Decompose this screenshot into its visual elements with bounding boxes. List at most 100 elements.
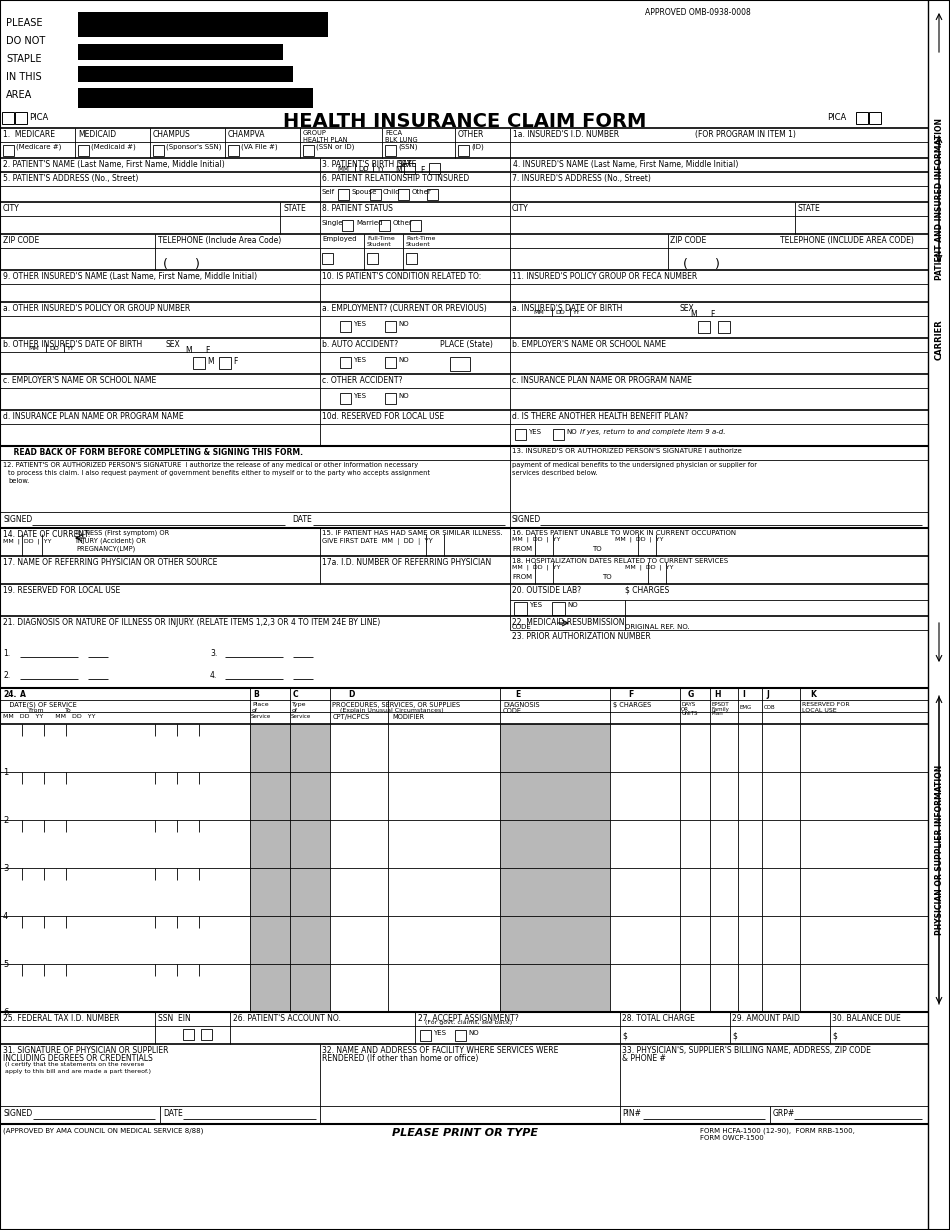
- Text: HEALTH INSURANCE CLAIM FORM: HEALTH INSURANCE CLAIM FORM: [283, 112, 647, 132]
- Text: NO: NO: [566, 429, 577, 435]
- Text: Place: Place: [252, 702, 269, 707]
- Text: NO: NO: [468, 1030, 479, 1036]
- Bar: [398, 189, 409, 200]
- Text: CARRIER: CARRIER: [935, 320, 943, 360]
- Bar: [201, 1030, 212, 1041]
- Text: a. EMPLOYMENT? (CURRENT OR PREVIOUS): a. EMPLOYMENT? (CURRENT OR PREVIOUS): [322, 304, 486, 312]
- Text: 1.: 1.: [3, 649, 10, 658]
- Bar: [410, 220, 421, 231]
- Text: FECA
BLK LUNG: FECA BLK LUNG: [385, 130, 418, 143]
- Text: (FOR PROGRAM IN ITEM 1): (FOR PROGRAM IN ITEM 1): [695, 130, 796, 139]
- Bar: [15, 112, 27, 124]
- Text: 13. INSURED'S OR AUTHORIZED PERSON'S SIGNATURE I authorize: 13. INSURED'S OR AUTHORIZED PERSON'S SIG…: [512, 448, 742, 454]
- Text: I: I: [742, 690, 745, 699]
- Bar: [869, 112, 881, 124]
- Text: AREA: AREA: [6, 90, 32, 100]
- Text: F: F: [710, 310, 714, 319]
- Text: 11. INSURED'S POLICY GROUP OR FECA NUMBER: 11. INSURED'S POLICY GROUP OR FECA NUMBE…: [512, 272, 697, 280]
- Bar: [250, 772, 290, 820]
- Bar: [514, 601, 527, 615]
- Text: EMG: EMG: [740, 705, 752, 710]
- Bar: [340, 321, 351, 332]
- Text: F: F: [420, 166, 425, 175]
- Text: 26. PATIENT'S ACCOUNT NO.: 26. PATIENT'S ACCOUNT NO.: [233, 1014, 341, 1023]
- Text: MM  |  DD  |  YY: MM | DD | YY: [615, 538, 663, 542]
- Text: a. OTHER INSURED'S POLICY OR GROUP NUMBER: a. OTHER INSURED'S POLICY OR GROUP NUMBE…: [3, 304, 190, 312]
- Text: c. OTHER ACCIDENT?: c. OTHER ACCIDENT?: [322, 376, 403, 385]
- Text: 21. DIAGNOSIS OR NATURE OF ILLNESS OR INJURY. (RELATE ITEMS 1,2,3 OR 4 TO ITEM 2: 21. DIAGNOSIS OR NATURE OF ILLNESS OR IN…: [3, 617, 380, 627]
- Text: INCLUDING DEGREES OR CREDENTIALS: INCLUDING DEGREES OR CREDENTIALS: [3, 1054, 153, 1063]
- Text: b. AUTO ACCIDENT?: b. AUTO ACCIDENT?: [322, 339, 398, 349]
- Text: & PHONE #: & PHONE #: [622, 1054, 666, 1063]
- Text: Service: Service: [251, 713, 272, 720]
- Text: CHAMPVA: CHAMPVA: [228, 130, 265, 139]
- Text: PLEASE: PLEASE: [6, 18, 43, 28]
- Text: CPT/HCPCS: CPT/HCPCS: [333, 713, 370, 720]
- Bar: [3, 145, 14, 156]
- Bar: [78, 44, 283, 60]
- Text: M: M: [690, 310, 696, 319]
- Text: YES: YES: [433, 1030, 446, 1036]
- Text: SEX: SEX: [680, 304, 694, 312]
- Bar: [183, 1030, 194, 1041]
- Text: To: To: [65, 708, 72, 713]
- Bar: [406, 253, 417, 264]
- Text: Type: Type: [292, 702, 307, 707]
- Text: F: F: [628, 690, 634, 699]
- Text: b. EMPLOYER'S NAME OR SCHOOL NAME: b. EMPLOYER'S NAME OR SCHOOL NAME: [512, 339, 666, 349]
- Text: 9. OTHER INSURED'S NAME (Last Name, First Name, Middle Initial): 9. OTHER INSURED'S NAME (Last Name, Firs…: [3, 272, 257, 280]
- Bar: [370, 189, 381, 200]
- Text: Child: Child: [383, 189, 401, 196]
- Text: Other: Other: [412, 189, 431, 196]
- Text: 10d. RESERVED FOR LOCAL USE: 10d. RESERVED FOR LOCAL USE: [322, 412, 444, 421]
- Bar: [718, 321, 730, 333]
- Bar: [500, 724, 610, 772]
- Text: 25. FEDERAL TAX I.D. NUMBER: 25. FEDERAL TAX I.D. NUMBER: [3, 1014, 120, 1023]
- Text: (VA File #): (VA File #): [241, 144, 277, 150]
- Text: TO: TO: [602, 574, 612, 581]
- Text: IN THIS: IN THIS: [6, 73, 42, 82]
- Text: COB: COB: [764, 705, 775, 710]
- Text: SEX: SEX: [165, 339, 180, 349]
- Text: ILLNESS (First symptom) OR: ILLNESS (First symptom) OR: [76, 530, 169, 536]
- Text: YES: YES: [353, 321, 366, 327]
- Text: MEDICAID: MEDICAID: [78, 130, 116, 139]
- Text: PATIENT AND INSURED INFORMATION: PATIENT AND INSURED INFORMATION: [935, 118, 943, 280]
- Text: ): ): [715, 258, 720, 271]
- Text: 14. DATE OF CURRENT:: 14. DATE OF CURRENT:: [3, 530, 90, 539]
- Text: YY: YY: [376, 166, 385, 172]
- Text: TELEPHONE (Include Area Code): TELEPHONE (Include Area Code): [158, 236, 281, 245]
- Text: 30. BALANCE DUE: 30. BALANCE DUE: [832, 1014, 901, 1023]
- Bar: [303, 145, 314, 156]
- Text: 4.: 4.: [210, 672, 218, 680]
- Text: 19. RESERVED FOR LOCAL USE: 19. RESERVED FOR LOCAL USE: [3, 585, 121, 595]
- Text: below.: below.: [8, 478, 29, 483]
- Text: 3. PATIENT'S BIRTH DATE: 3. PATIENT'S BIRTH DATE: [322, 160, 416, 169]
- Text: YY: YY: [67, 346, 75, 351]
- Text: GROUP
HEALTH PLAN: GROUP HEALTH PLAN: [303, 130, 348, 143]
- Text: 2: 2: [3, 815, 9, 825]
- Bar: [856, 112, 868, 124]
- Bar: [385, 357, 396, 368]
- Text: to process this claim. I also request payment of government benefits either to m: to process this claim. I also request pa…: [8, 470, 430, 476]
- Text: DATE(S) OF SERVICE: DATE(S) OF SERVICE: [3, 702, 77, 708]
- Text: YES: YES: [353, 394, 366, 399]
- Text: STAPLE: STAPLE: [6, 54, 42, 64]
- Text: NO: NO: [398, 394, 408, 399]
- Bar: [250, 724, 290, 772]
- Bar: [290, 820, 330, 868]
- Bar: [420, 1030, 431, 1041]
- Text: DAYS: DAYS: [681, 702, 695, 707]
- Text: PIN#: PIN#: [622, 1109, 641, 1118]
- Text: 5: 5: [3, 959, 9, 969]
- Text: 15. IF PATIENT HAS HAD SAME OR SIMILAR ILLNESS.: 15. IF PATIENT HAS HAD SAME OR SIMILAR I…: [322, 530, 503, 536]
- Text: INJURY (Accident) OR: INJURY (Accident) OR: [76, 538, 146, 545]
- Text: (APPROVED BY AMA COUNCIL ON MEDICAL SERVICE 8/88): (APPROVED BY AMA COUNCIL ON MEDICAL SERV…: [3, 1128, 203, 1134]
- Text: ZIP CODE: ZIP CODE: [3, 236, 39, 245]
- Bar: [78, 145, 89, 156]
- Text: c. EMPLOYER'S NAME OR SCHOOL NAME: c. EMPLOYER'S NAME OR SCHOOL NAME: [3, 376, 156, 385]
- Text: PHYSICIAN OR SUPPLIER INFORMATION: PHYSICIAN OR SUPPLIER INFORMATION: [935, 765, 943, 935]
- Text: (SSN or ID): (SSN or ID): [316, 144, 354, 150]
- Text: c. INSURANCE PLAN NAME OR PROGRAM NAME: c. INSURANCE PLAN NAME OR PROGRAM NAME: [512, 376, 692, 385]
- Text: payment of medical benefits to the undersigned physician or supplier for: payment of medical benefits to the under…: [512, 462, 757, 467]
